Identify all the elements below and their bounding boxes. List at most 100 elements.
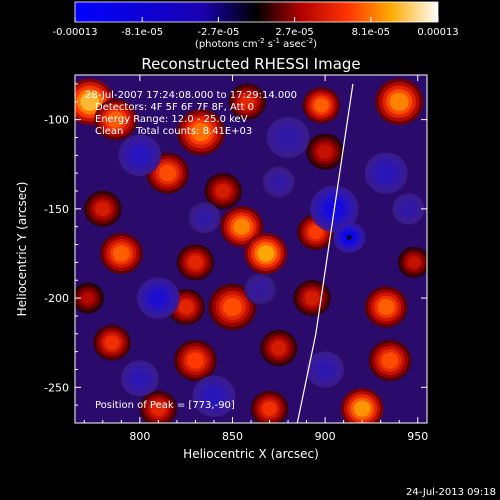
colorbar-tick-label: 2.7e-05: [275, 27, 313, 38]
x-tick-label: 950: [407, 430, 428, 443]
annotation-detectors: Detectors: 4F 5F 6F 7F 8F, Att 0: [95, 102, 254, 113]
heat-ring: [407, 256, 421, 269]
heat-ring: [81, 291, 95, 305]
heat-source: [340, 388, 384, 423]
heat-source: [176, 108, 226, 156]
heat-source: [192, 375, 236, 417]
footer-date: 24-Jul-2013 09:18: [406, 487, 496, 498]
heat-ring: [262, 401, 277, 416]
heat-ring: [353, 400, 371, 417]
heat-source: [176, 244, 215, 281]
heat-source: [368, 339, 412, 382]
heat-ring: [112, 245, 130, 262]
solar-limb-curve: [296, 83, 354, 423]
heat-ring: [279, 129, 297, 146]
heat-ring: [95, 201, 111, 216]
heat-source: [392, 193, 425, 225]
x-tick-label: 800: [129, 430, 150, 443]
colorbar: [74, 1, 439, 23]
colorbar-tick-label: -2.7e-05: [197, 27, 239, 38]
y-axis-ticks: -250 -200 -150 -100: [44, 83, 427, 406]
heat-ring: [314, 98, 329, 113]
heat-ring: [159, 165, 177, 182]
heat-source: [293, 279, 331, 317]
heat-ring: [188, 255, 203, 270]
heat-source: [302, 87, 341, 124]
heat-ring: [131, 147, 149, 164]
heat-ring: [107, 111, 125, 128]
heat-ring: [198, 211, 212, 224]
heat-ring: [257, 245, 275, 262]
colorbar-tick-label: 8.1e-05: [352, 27, 390, 38]
heat-source: [204, 172, 243, 210]
x-axis-label: Heliocentric X (arcsec): [183, 447, 319, 461]
colorbar-tick-label: -8.1e-05: [121, 27, 163, 38]
heat-ring: [132, 371, 148, 386]
heat-ring: [377, 298, 395, 316]
colorbar-unit: (photons cm-2 s-1 asec-2): [195, 37, 317, 50]
heat-source: [220, 205, 264, 248]
heat-ring: [304, 290, 320, 306]
heat-source: [266, 116, 310, 159]
heat-ring: [149, 289, 167, 307]
colorbar-tick-label: 0.00013: [417, 27, 458, 38]
heat-source: [94, 98, 138, 141]
heat-source: [99, 232, 143, 275]
heat-source: [244, 232, 288, 275]
heat-ring: [205, 388, 223, 405]
heat-ring: [389, 92, 409, 111]
heat-source: [244, 273, 277, 305]
heat-ring: [317, 144, 333, 159]
heat-ring: [271, 340, 287, 356]
colorbar-tick-label: -0.00013: [53, 27, 98, 38]
heat-ring: [215, 183, 231, 199]
heat-ring: [308, 224, 324, 240]
y-tick-label: -150: [44, 203, 69, 216]
heat-ring: [402, 202, 415, 215]
heat-source: [121, 360, 159, 397]
heat-ring: [150, 401, 166, 416]
heat-source: [75, 282, 105, 314]
heat-ring: [381, 352, 399, 369]
annotation-clean: Clean Total counts: 8.41E+03: [95, 126, 252, 137]
y-tick-label: -250: [44, 381, 69, 394]
x-axis-ticks: 800 850 900 950: [83, 75, 428, 443]
colorbar-tick-labels: -0.00013 -8.1e-05 -2.7e-05 2.7e-05 8.1e-05 0.…: [53, 27, 459, 38]
heat-ring: [239, 94, 255, 109]
annotation-time: 28-Jul-2007 17:24:08.000 to 17:29:14.000: [85, 90, 297, 101]
chart-title: Reconstructed RHESSI Image: [141, 55, 360, 73]
heat-ring: [317, 362, 333, 377]
heat-source: [173, 339, 217, 382]
heat-source: [306, 351, 344, 388]
heat-ring: [178, 299, 194, 315]
heat-source: [364, 286, 408, 328]
heat-source: [118, 134, 162, 177]
y-tick-label: -100: [44, 114, 69, 127]
colorbar-ticks: [74, 17, 439, 22]
x-tick-label: 900: [315, 430, 336, 443]
heat-source: [136, 277, 180, 319]
heat-source: [188, 202, 221, 234]
heat-source: [93, 324, 131, 361]
heat-ring: [233, 218, 251, 235]
heat-ring: [272, 175, 286, 189]
heat-ring: [377, 165, 395, 182]
y-axis-label: Heliocentric Y (arcsec): [15, 182, 29, 317]
heat-source: [375, 78, 424, 126]
heat-source: [364, 152, 408, 194]
annotation-energy: Energy Range: 12.0 - 25.0 keV: [95, 114, 248, 125]
annotation-peak: Position of Peak = [773,-90]: [95, 400, 235, 411]
heat-ring: [191, 122, 211, 142]
heat-source: [259, 329, 298, 367]
heat-ring: [80, 92, 100, 111]
heat-source: [83, 190, 122, 227]
heat-ring: [104, 335, 120, 350]
heat-source: [397, 246, 427, 278]
heat-source: [262, 166, 295, 198]
x-tick-label: 850: [222, 430, 243, 443]
heat-source: [208, 283, 257, 331]
heat-source: [228, 83, 267, 120]
heat-ring: [222, 297, 242, 317]
heat-source: [250, 390, 289, 423]
